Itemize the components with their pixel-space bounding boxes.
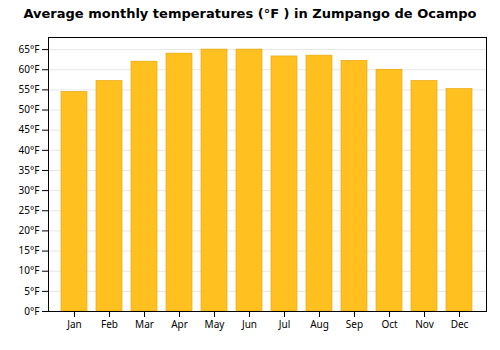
svg-text:Apr: Apr: [171, 317, 188, 331]
svg-text:5°F: 5°F: [24, 284, 39, 298]
svg-text:Oct: Oct: [381, 317, 398, 331]
svg-text:25°F: 25°F: [19, 203, 40, 217]
svg-text:55°F: 55°F: [19, 82, 40, 96]
svg-text:30°F: 30°F: [19, 183, 40, 197]
svg-text:0°F: 0°F: [24, 304, 39, 318]
svg-text:60°F: 60°F: [19, 62, 40, 76]
svg-text:Nov: Nov: [415, 317, 434, 331]
svg-text:Aug: Aug: [310, 317, 329, 331]
svg-text:Dec: Dec: [451, 317, 469, 331]
svg-text:May: May: [205, 317, 226, 331]
html-text:Average monthly temperatures (: Average monthly temperatures (°F ) in Zu…: [23, 6, 477, 21]
svg-text:15°F: 15°F: [19, 243, 40, 257]
svg-text:50°F: 50°F: [19, 102, 40, 116]
svg-text:65°F: 65°F: [19, 42, 40, 56]
svg-text:Jun: Jun: [241, 317, 257, 331]
svg-text:Jan: Jan: [66, 317, 82, 331]
svg-text:Mar: Mar: [135, 317, 154, 331]
svg-text:35°F: 35°F: [19, 163, 40, 177]
svg-text:Jul: Jul: [278, 317, 291, 331]
svg-text:45°F: 45°F: [19, 122, 40, 136]
svg-text:Feb: Feb: [101, 317, 118, 331]
svg-text:Sep: Sep: [346, 317, 363, 331]
svg-text:10°F: 10°F: [19, 263, 40, 277]
svg-text:20°F: 20°F: [19, 223, 40, 237]
svg-text:40°F: 40°F: [19, 143, 40, 157]
